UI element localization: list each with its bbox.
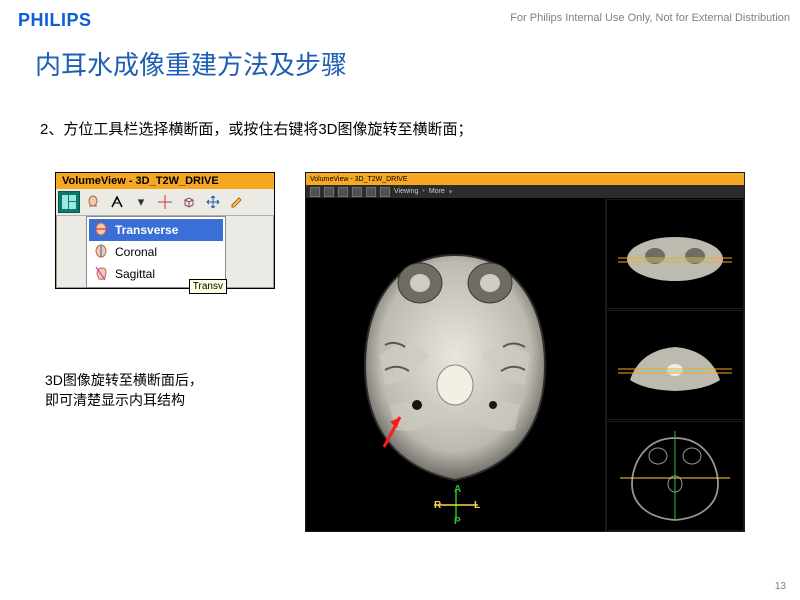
mri-body: A R L P: [306, 199, 744, 531]
orientation-menu: Transverse Coronal Sagittal Transv: [86, 216, 226, 288]
mri-panel-top[interactable]: [606, 199, 744, 309]
volumeview-screenshot: VolumeView - 3D_T2W_DRIVE ▾ Transverse: [55, 172, 275, 289]
mri-side-panels: [605, 199, 744, 531]
orientation-label: Coronal: [115, 245, 157, 259]
move-icon[interactable]: [202, 191, 224, 213]
orientation-label: Transverse: [115, 223, 178, 237]
mri-panel-middle[interactable]: [606, 310, 744, 420]
orientation-dropdown-icon[interactable]: [82, 191, 104, 213]
mri-main-view[interactable]: A R L P: [306, 199, 605, 531]
pencil-icon[interactable]: [226, 191, 248, 213]
mri-toolbutton[interactable]: [352, 187, 362, 197]
mri-viewer-screenshot: VolumeView - 3D_T2W_DRIVE Viewing • More…: [305, 172, 745, 532]
slice-image-2: [610, 325, 740, 405]
mri-toolbutton[interactable]: [338, 187, 348, 197]
caption-line-2: 即可清楚显示内耳结构: [45, 392, 185, 408]
mri-panel-bottom[interactable]: [606, 421, 744, 531]
orientation-label: Sagittal: [115, 267, 155, 281]
caption-line-1: 3D图像旋转至横断面后，: [45, 372, 203, 388]
confidential-notice: For Philips Internal Use Only, Not for E…: [510, 12, 790, 24]
orientation-item-coronal[interactable]: Coronal: [89, 241, 223, 263]
slice-image-1: [610, 214, 740, 294]
layout-icon[interactable]: [58, 191, 80, 213]
mri-toolbutton[interactable]: [324, 187, 334, 197]
page-title: 内耳水成像重建方法及步骤: [35, 45, 347, 82]
mri-toolbar: Viewing • More ▾: [306, 185, 744, 199]
tooltip: Transv: [189, 279, 227, 294]
annotation-arrow-icon: [378, 409, 408, 449]
step-instruction: 2、方位工具栏选择横断面，或按住右键将3D图像旋转至横断面；: [40, 118, 473, 139]
sagittal-head-icon: [93, 266, 109, 282]
transverse-head-icon: [93, 222, 109, 238]
cube-icon[interactable]: [178, 191, 200, 213]
caption-text: 3D图像旋转至横断面后， 即可清楚显示内耳结构: [45, 370, 245, 411]
caliper-icon[interactable]: [106, 191, 128, 213]
mri-toolbutton[interactable]: [310, 187, 320, 197]
mri-titlebar: VolumeView - 3D_T2W_DRIVE: [306, 173, 744, 185]
orientation-item-transverse[interactable]: Transverse: [89, 219, 223, 241]
slice-image-3: [610, 426, 740, 526]
mri-title-text: VolumeView - 3D_T2W_DRIVE: [310, 176, 408, 183]
mri-toolbar-label: More: [429, 188, 445, 195]
brand-logo: PHILIPS: [18, 10, 92, 31]
chevron-down-icon[interactable]: ▾: [130, 191, 152, 213]
volumeview-titlebar: VolumeView - 3D_T2W_DRIVE: [56, 173, 274, 189]
orientation-gizmo-icon: [426, 485, 486, 525]
mri-toolbutton[interactable]: [366, 187, 376, 197]
mri-toolbar-label: Viewing: [394, 188, 418, 195]
volumeview-toolbar: ▾: [56, 189, 274, 216]
page-number: 13: [775, 581, 786, 592]
mri-toolbutton[interactable]: [380, 187, 390, 197]
coronal-head-icon: [93, 244, 109, 260]
axial-brain-image: [335, 235, 575, 495]
crosshair-icon[interactable]: [154, 191, 176, 213]
